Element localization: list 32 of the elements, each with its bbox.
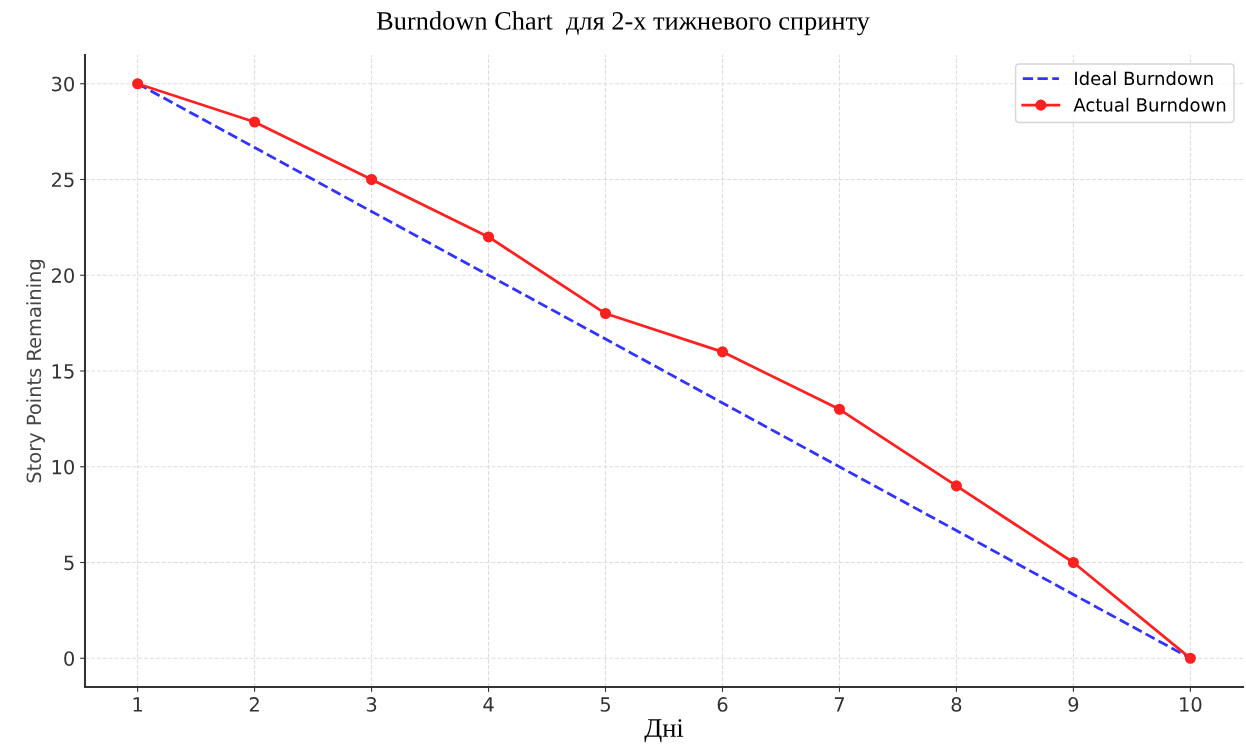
y-axis-title: Story Points Remaining: [26, 260, 45, 483]
y-tick-label: 15: [52, 364, 74, 379]
x-tick-label: 10: [1180, 697, 1202, 712]
point: [249, 116, 261, 128]
point: [950, 480, 962, 492]
x-tick-label: 1: [133, 697, 143, 712]
x-tick-label: 6: [717, 697, 728, 712]
x-tick-label: 7: [834, 697, 844, 712]
legend-label: Ideal Burndown: [1075, 71, 1213, 86]
point: [1184, 652, 1196, 664]
x-tick-label: 5: [600, 697, 610, 712]
y-tick-label: 5: [64, 555, 74, 571]
x-tick-label: 3: [366, 697, 377, 712]
y-tick-label: 10: [52, 459, 74, 475]
point: [833, 403, 846, 415]
legend-label: Actual Burndown: [1073, 97, 1226, 112]
x-axis-title: Дні: [644, 719, 684, 743]
x-tick-label: 9: [1068, 697, 1079, 712]
y-tick-label: 30: [52, 76, 74, 92]
x-tick-label: 8: [951, 697, 962, 712]
point: [599, 307, 612, 320]
x-tick-label: 4: [483, 697, 494, 712]
point: [366, 173, 378, 186]
point: [132, 78, 144, 90]
chart-title: Burndown Chart для 2-х тижневого спринту: [376, 11, 870, 36]
y-tick-label: 0: [64, 651, 74, 666]
y-tick-label: 20: [51, 268, 74, 283]
y-tick-label: 25: [51, 172, 74, 188]
point: [482, 231, 495, 243]
x-tick-label: 2: [249, 697, 259, 712]
point: [716, 346, 729, 358]
point: [1067, 556, 1079, 569]
